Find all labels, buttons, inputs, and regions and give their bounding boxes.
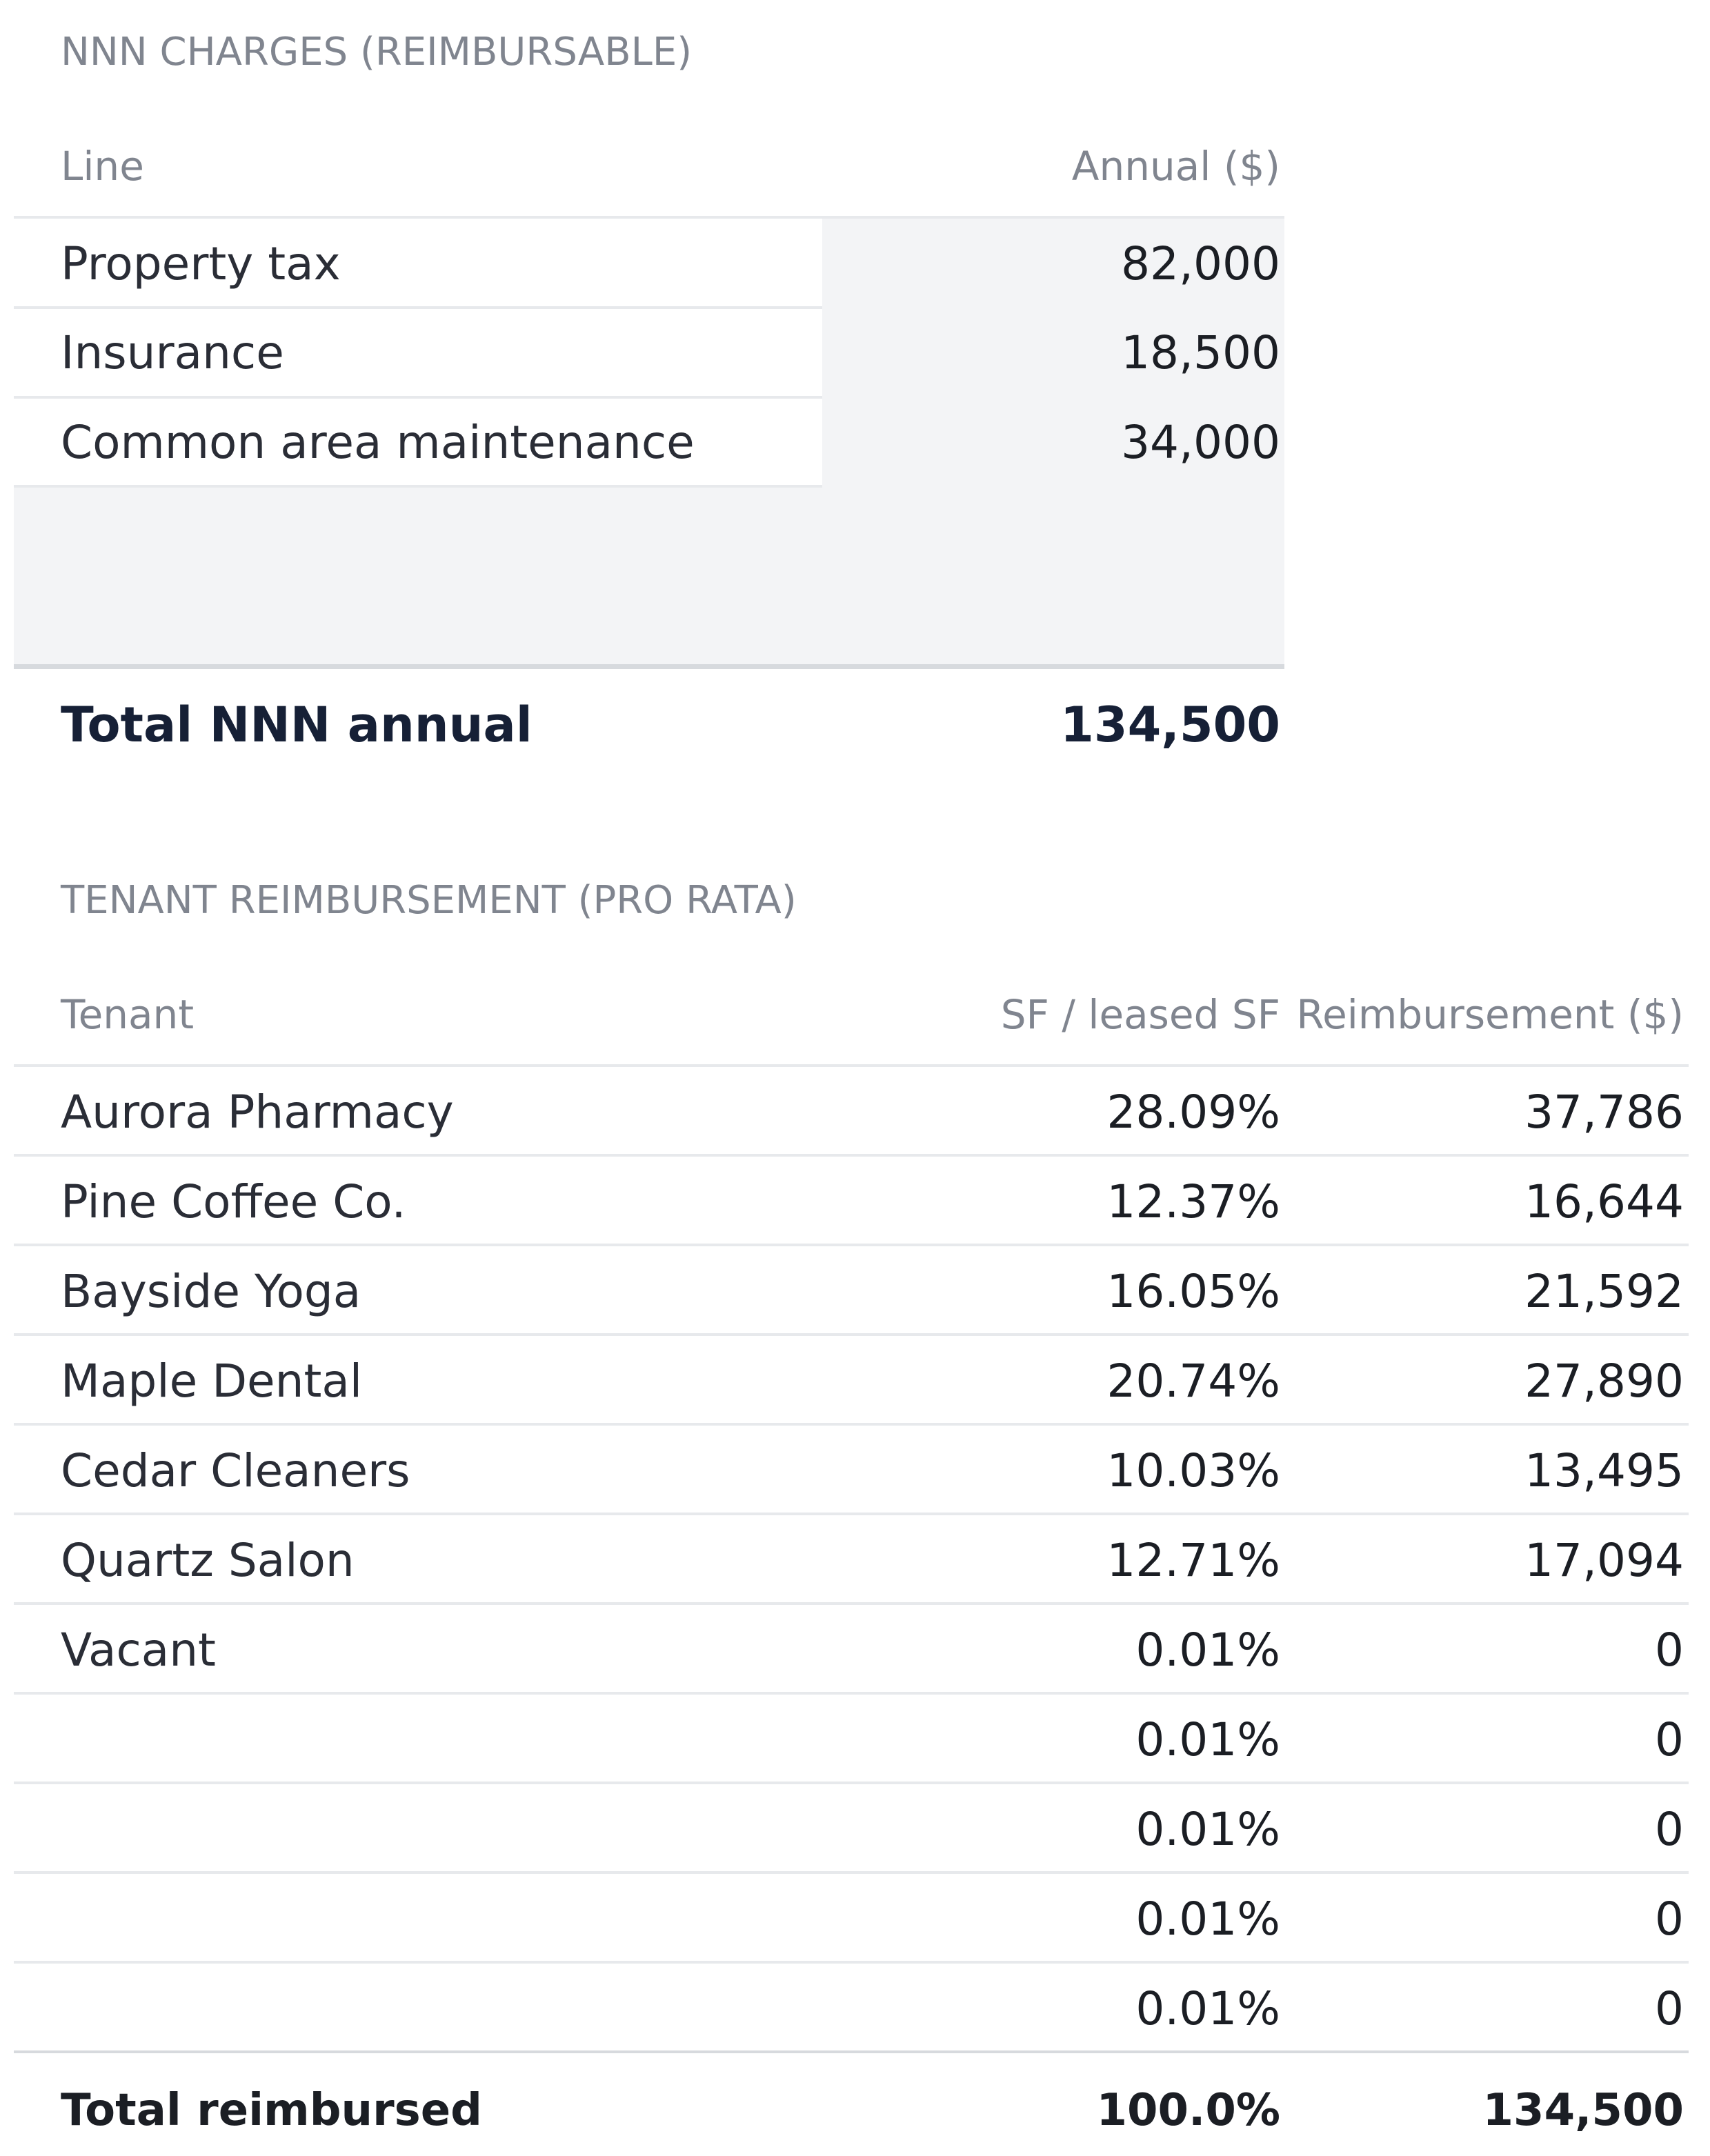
tenant-name-maple-dental: Maple Dental [61,1355,363,1408]
tenant-reimb-blank: 0 [1655,1713,1684,1766]
nnn-col-line-header: Line [61,143,144,190]
tenant-section-label: TENANT REIMBURSEMENT (PRO RATA) [61,878,797,923]
tenant-name-pine-coffee: Pine Coffee Co. [61,1175,406,1228]
nnn-line-cam: Common area maintenance [61,416,695,469]
nnn-line-property-tax: Property tax [61,237,341,290]
tenant-share-quartz-salon: 12.71% [1106,1534,1280,1587]
tenant-reimb-aurora-pharmacy: 37,786 [1524,1086,1684,1139]
tenant-row-divider [14,1781,1689,1784]
tenant-name-vacant: Vacant [61,1624,216,1677]
tenant-total-label: Total reimbursed [61,2085,482,2136]
tenant-row-divider [14,1333,1689,1336]
tenant-reimb-bayside-yoga: 21,592 [1524,1265,1684,1318]
tenant-header-divider [14,1064,1689,1067]
tenant-reimb-blank: 0 [1655,1982,1684,2035]
nnn-annual-insurance: 18,500 [1121,326,1280,379]
tenant-col-tenant-header: Tenant [61,991,195,1038]
tenant-row-divider [14,1154,1689,1157]
tenant-reimb-cedar-cleaners: 13,495 [1524,1444,1684,1497]
tenant-total-reimb: 134,500 [1482,2085,1684,2136]
nnn-total-divider [14,664,1284,669]
tenant-row-divider [14,1602,1689,1605]
tenant-row-divider [14,1244,1689,1246]
nnn-row-divider [14,306,822,309]
nnn-annual-property-tax: 82,000 [1121,237,1280,290]
nnn-annual-column-shade [822,219,1284,485]
tenant-name-quartz-salon: Quartz Salon [61,1534,355,1587]
tenant-reimb-quartz-salon: 17,094 [1524,1534,1684,1587]
tenant-row-divider [14,1423,1689,1426]
nnn-row-divider [14,485,822,488]
nnn-row-divider [14,396,822,399]
nnn-col-annual-header: Annual ($) [1071,143,1280,190]
nnn-header-divider [14,216,1284,219]
tenant-share-blank: 0.01% [1135,1803,1280,1856]
tenant-share-maple-dental: 20.74% [1106,1355,1280,1408]
tenant-share-blank: 0.01% [1135,1893,1280,1946]
nnn-total-label: Total NNN annual [61,697,533,753]
tenant-col-share-header: SF / leased SF [1000,991,1280,1038]
tenant-share-vacant: 0.01% [1135,1624,1280,1677]
tenant-share-pine-coffee: 12.37% [1106,1175,1280,1228]
tenant-reimb-maple-dental: 27,890 [1524,1355,1684,1408]
tenant-name-aurora-pharmacy: Aurora Pharmacy [61,1086,454,1139]
tenant-row-divider [14,1692,1689,1695]
tenant-row-divider [14,1961,1689,1964]
tenant-reimb-pine-coffee: 16,644 [1524,1175,1684,1228]
tenant-row-divider [14,1871,1689,1874]
tenant-share-cedar-cleaners: 10.03% [1106,1444,1280,1497]
tenant-name-cedar-cleaners: Cedar Cleaners [61,1444,410,1497]
tenant-name-bayside-yoga: Bayside Yoga [61,1265,361,1318]
tenant-total-divider [14,2050,1689,2053]
nnn-annual-cam: 34,000 [1121,416,1280,469]
nnn-empty-area-shade [14,485,1284,664]
tenant-total-share: 100.0% [1096,2085,1280,2136]
nnn-section-label: NNN CHARGES (REIMBURSABLE) [61,30,693,74]
tenant-share-blank: 0.01% [1135,1982,1280,2035]
tenant-reimb-blank: 0 [1655,1893,1684,1946]
nnn-total-value: 134,500 [1060,697,1280,753]
nnn-line-insurance: Insurance [61,326,284,379]
tenant-reimb-blank: 0 [1655,1803,1684,1856]
tenant-share-blank: 0.01% [1135,1713,1280,1766]
tenant-share-aurora-pharmacy: 28.09% [1106,1086,1280,1139]
tenant-row-divider [14,1513,1689,1515]
tenant-col-reimb-header: Reimbursement ($) [1296,991,1684,1038]
tenant-share-bayside-yoga: 16.05% [1106,1265,1280,1318]
tenant-reimb-vacant: 0 [1655,1624,1684,1677]
